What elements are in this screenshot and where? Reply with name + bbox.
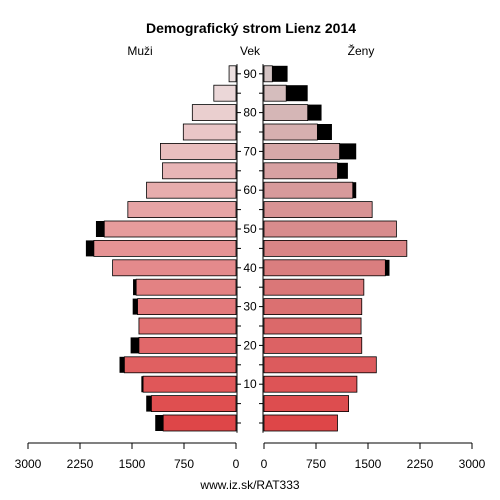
age-tick-label-50: 50 [243,222,257,236]
age-tick-label-80: 80 [243,106,257,120]
male-label: Muži [127,44,152,58]
female-x-tick-label-0: 0 [261,457,268,471]
female-bar-70-74 [263,142,340,160]
male-x-tick-label-750: 750 [174,457,194,471]
axes-group: 10 20 30 40 50 60 70 80 90 3000 2250 1500 750 0 0 750 15… [15,64,486,471]
male-bar-10-14 [142,375,237,393]
female-x-tick-label-2250: 2250 [407,457,434,471]
female-bar-0-4 [263,414,338,432]
female-bar-50-54 [263,220,397,238]
female-excess-40-44 [385,259,390,276]
male-bar-70-74 [160,142,237,160]
male-bar-20-24 [138,336,237,354]
male-bar-25-29 [138,317,237,335]
male-bar-30-34 [137,298,237,316]
male-excess-30-34 [132,298,138,315]
female-bar-45-49 [263,239,408,257]
male-x-tick-label-1500: 1500 [119,457,146,471]
male-bar-75-79 [182,123,237,141]
chart-title: Demografický strom Lienz 2014 [146,20,356,36]
male-excess-50-54 [95,221,105,237]
male-excess-15-19 [119,356,125,373]
female-excess-90+ [272,65,288,82]
female-bar-90+ [263,65,273,83]
female-bar-30-34 [263,298,363,316]
male-excess-20-24 [130,337,139,354]
male-bar-65-69 [162,162,237,180]
male-bar-0-4 [162,414,237,432]
male-bar-80-84 [191,104,237,121]
age-tick-label-10: 10 [243,377,257,391]
age-tick-label-40: 40 [243,261,257,275]
female-bar-80-84 [263,104,309,121]
female-bar-65-69 [263,162,338,180]
female-x-tick-label-3000: 3000 [459,457,486,471]
female-excess-70-74 [339,143,357,160]
age-tick-label-90: 90 [243,67,257,81]
male-bar-15-19 [123,356,237,374]
female-x-tick-label-1500: 1500 [355,457,382,471]
female-bar-60-64 [263,181,354,199]
footer-source: www.iz.sk/RAT333 [199,478,299,492]
male-bar-85-89 [213,84,237,102]
male-bar-60-64 [146,181,237,199]
male-x-tick-label-0: 0 [233,457,240,471]
female-x-tick-label-750: 750 [306,457,326,471]
male-x-tick-label-2250: 2250 [67,457,94,471]
bars-group [85,65,408,432]
female-bar-25-29 [263,317,362,335]
female-bar-85-89 [263,84,287,102]
female-bar-35-39 [263,278,365,296]
female-excess-60-64 [352,182,357,199]
female-excess-65-69 [337,162,348,179]
female-bar-5-9 [263,395,349,413]
male-x-tick-label-3000: 3000 [15,457,42,471]
male-bar-50-54 [103,220,237,238]
male-bar-5-9 [151,395,237,413]
female-bar-55-59 [263,201,373,219]
female-bar-75-79 [263,123,318,141]
female-bar-10-14 [263,375,358,393]
female-bar-15-19 [263,356,377,374]
male-bar-35-39 [135,278,237,296]
male-bar-90+ [228,65,237,83]
age-tick-label-20: 20 [243,338,257,352]
male-excess-0-4 [155,415,164,431]
age-label: Vek [240,44,261,58]
male-excess-45-49 [85,240,94,257]
female-excess-85-89 [286,85,308,102]
age-tick-label-60: 60 [243,183,257,197]
female-excess-80-84 [307,104,322,121]
male-bar-55-59 [127,201,237,219]
male-bar-45-49 [93,239,237,257]
male-excess-10-14 [141,376,144,393]
male-bar-40-44 [112,259,237,277]
female-excess-75-79 [317,124,332,140]
female-bar-40-44 [263,259,386,277]
female-bar-20-24 [263,336,363,354]
female-label: Ženy [348,43,375,58]
male-excess-5-9 [146,395,152,412]
age-tick-label-30: 30 [243,300,257,314]
age-tick-label-70: 70 [243,144,257,158]
male-excess-35-39 [133,279,137,296]
